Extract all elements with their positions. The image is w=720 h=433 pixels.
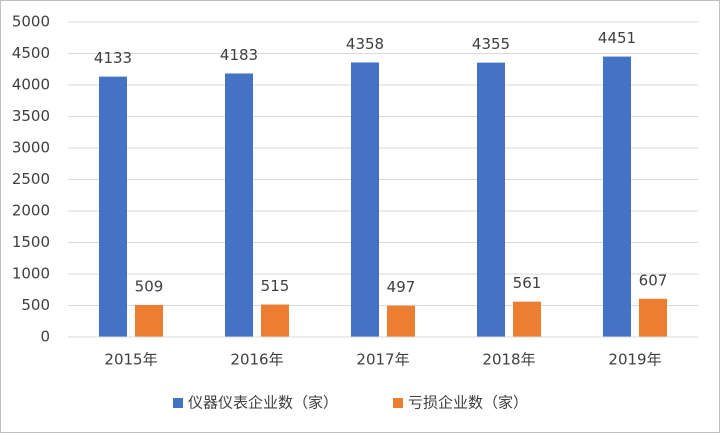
data-label: 4355 bbox=[472, 35, 510, 53]
data-label: 561 bbox=[513, 274, 542, 292]
y-tick-label: 1500 bbox=[12, 233, 50, 251]
y-tick-label: 4500 bbox=[12, 44, 50, 62]
bar bbox=[225, 73, 253, 337]
y-tick-label: 4000 bbox=[12, 76, 50, 94]
data-label: 497 bbox=[387, 278, 416, 296]
x-tick-label: 2019年 bbox=[608, 351, 661, 369]
bar bbox=[261, 304, 289, 337]
legend-swatch bbox=[173, 398, 183, 408]
y-tick-label: 2000 bbox=[12, 202, 50, 220]
bar bbox=[513, 301, 541, 337]
x-tick-label: 2016年 bbox=[230, 351, 283, 369]
bar bbox=[477, 62, 505, 337]
y-tick-label: 0 bbox=[40, 328, 50, 346]
data-label: 4133 bbox=[94, 49, 132, 67]
y-tick-label: 2500 bbox=[12, 170, 50, 188]
x-tick-label: 2017年 bbox=[356, 351, 409, 369]
y-tick-label: 3000 bbox=[12, 139, 50, 157]
data-label: 4358 bbox=[346, 35, 384, 53]
bar bbox=[387, 305, 415, 337]
data-label: 515 bbox=[261, 277, 290, 295]
y-tick-label: 3500 bbox=[12, 107, 50, 125]
y-tick-label: 5000 bbox=[12, 13, 50, 31]
y-tick-label: 500 bbox=[21, 296, 50, 314]
data-label: 509 bbox=[135, 277, 164, 295]
data-label: 4451 bbox=[598, 29, 636, 47]
y-tick-label: 1000 bbox=[12, 265, 50, 283]
bar bbox=[639, 298, 667, 337]
legend-swatch bbox=[393, 398, 403, 408]
data-label: 4183 bbox=[220, 46, 258, 64]
x-tick-label: 2018年 bbox=[482, 351, 535, 369]
bar bbox=[135, 304, 163, 337]
legend-label: 仪器仪表企业数（家） bbox=[188, 394, 338, 412]
legend-label: 亏损企业数（家） bbox=[408, 394, 528, 412]
bar bbox=[99, 76, 127, 337]
x-tick-label: 2015年 bbox=[104, 351, 157, 369]
bar bbox=[351, 62, 379, 338]
bar bbox=[603, 56, 631, 337]
data-label: 607 bbox=[639, 271, 668, 289]
